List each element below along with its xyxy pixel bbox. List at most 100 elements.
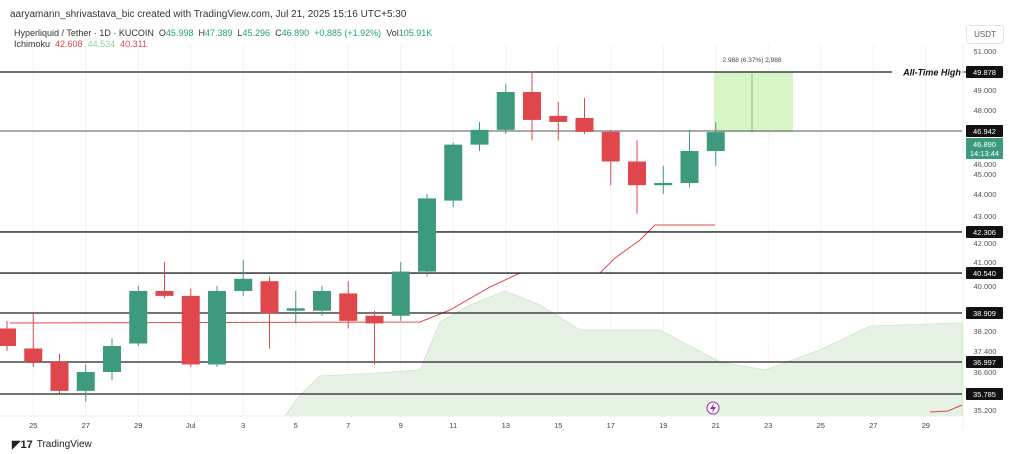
level-price-label: 38.909	[973, 309, 996, 318]
volume-label: Vol	[386, 28, 399, 38]
candle-body	[260, 281, 279, 314]
candle-body	[50, 361, 69, 391]
last-price-label: 46.890	[973, 140, 996, 149]
tv-logo-icon: ◤17	[12, 439, 33, 451]
candle-body	[628, 161, 646, 186]
level-price-tag	[966, 66, 1003, 78]
level-price-label: 42.306	[973, 228, 996, 237]
high-label: H	[198, 28, 205, 38]
candle-body	[601, 131, 620, 162]
x-tick-label: Jul	[186, 421, 196, 430]
y-tick-label: 49.000	[974, 86, 997, 95]
currency-button[interactable]: USDT	[966, 25, 1004, 44]
symbol-name[interactable]: Hyperliquid / Tether · 1D · KUCOIN	[14, 28, 154, 38]
candle-body	[365, 315, 384, 324]
candle-body	[103, 346, 121, 372]
x-tick-label: 7	[346, 421, 350, 430]
y-tick-label: 41.000	[974, 258, 997, 267]
candle-body	[181, 295, 200, 365]
tradingview-logo[interactable]: ◤17 TradingView	[12, 438, 92, 451]
level-price-label: 40.540	[973, 269, 996, 278]
level-price-tag	[966, 307, 1003, 319]
ichimoku-label: Ichimoku	[14, 39, 51, 49]
y-tick-label: 51.000	[974, 47, 997, 56]
y-tick-label: 37.400	[974, 347, 997, 356]
y-tick-label: 46.000	[974, 160, 997, 169]
y-tick-label: 44.000	[974, 190, 997, 199]
y-tick-label: 36.600	[974, 368, 997, 377]
candle-body	[575, 117, 594, 132]
measure-box	[714, 72, 793, 133]
ichimoku-cloud	[284, 290, 963, 417]
candle-body	[129, 290, 148, 344]
level-price-tag	[966, 267, 1003, 280]
close-label: C	[275, 28, 282, 38]
high-value: 47.389	[204, 28, 233, 38]
y-tick-label: 40.000	[974, 282, 997, 291]
x-tick-label: 21	[712, 421, 720, 430]
low-value: 45.296	[242, 28, 271, 38]
candle-body	[523, 92, 541, 120]
x-tick-label: 17	[607, 421, 615, 430]
ichimoku-base-line	[9, 224, 715, 324]
x-tick-label: 3	[241, 421, 245, 430]
x-tick-label: 11	[449, 421, 457, 430]
open-value: 45.998	[165, 28, 194, 38]
candle-body	[496, 92, 515, 130]
x-tick-label: 29	[922, 421, 930, 430]
candle-body	[706, 132, 725, 152]
symbol-legend: Hyperliquid / Tether · 1D · KUCOIN O45.9…	[14, 28, 432, 38]
x-tick-label: 5	[294, 421, 298, 430]
candle-body	[680, 151, 699, 183]
x-tick-label: 27	[869, 421, 877, 430]
brand-label: TradingView	[36, 439, 92, 450]
level-price-tag	[966, 125, 1003, 137]
candle-body	[155, 290, 174, 296]
x-tick-label: 19	[659, 421, 667, 430]
x-tick-label: 29	[134, 421, 142, 430]
candle-body	[0, 328, 16, 346]
countdown-label: 14:13:44	[970, 149, 999, 158]
x-tick-label: 15	[554, 421, 562, 430]
x-tick-label: 25	[29, 421, 37, 430]
x-tick-label: 27	[82, 421, 90, 430]
lightning-icon	[710, 403, 716, 413]
measure-label: 2.988 (6.37%) 2,988	[723, 57, 782, 64]
chart-credit: aaryamann_shrivastava_bic created with T…	[10, 9, 407, 20]
candle-body	[418, 198, 436, 272]
ichimoku-value-1: 42.608	[55, 39, 83, 49]
y-tick-label: 43.000	[974, 212, 997, 221]
low-label: L	[237, 28, 243, 38]
candle-body	[313, 290, 331, 311]
x-tick-label: 23	[764, 421, 772, 430]
volume-value: 105.91K	[398, 28, 433, 38]
candle-body	[654, 183, 673, 186]
candle-body	[339, 293, 358, 321]
y-tick-label: 35.200	[974, 406, 997, 415]
candle-body	[549, 115, 568, 122]
ichimoku-legend[interactable]: Ichimoku 42.608 44.534 40.311	[14, 39, 147, 49]
level-price-label: 36.997	[973, 358, 996, 367]
candle-body	[24, 348, 43, 362]
ichimoku-value-2: 44.534	[87, 39, 116, 49]
candle-body	[76, 372, 95, 391]
open-label: O	[158, 28, 166, 38]
level-price-label: 35.785	[973, 390, 996, 399]
level-price-tag	[966, 356, 1003, 368]
ichimoku-lagging-line	[929, 404, 963, 413]
x-tick-label: 25	[817, 421, 825, 430]
all-time-high-label: All-Time High	[902, 68, 961, 78]
candle-body	[391, 271, 410, 316]
change-value: +0.885 (+1.92%)	[314, 28, 382, 38]
last-price-tag	[966, 138, 1003, 159]
ichimoku-value-3: 40.311	[120, 39, 147, 49]
candle-body	[444, 144, 463, 201]
candle-body	[208, 290, 226, 365]
candle-body	[234, 278, 253, 291]
y-tick-label: 45.000	[974, 170, 997, 179]
y-tick-label: 42.000	[974, 239, 997, 248]
level-price-label: 49.878	[973, 68, 996, 77]
level-price-tag	[966, 225, 1003, 238]
